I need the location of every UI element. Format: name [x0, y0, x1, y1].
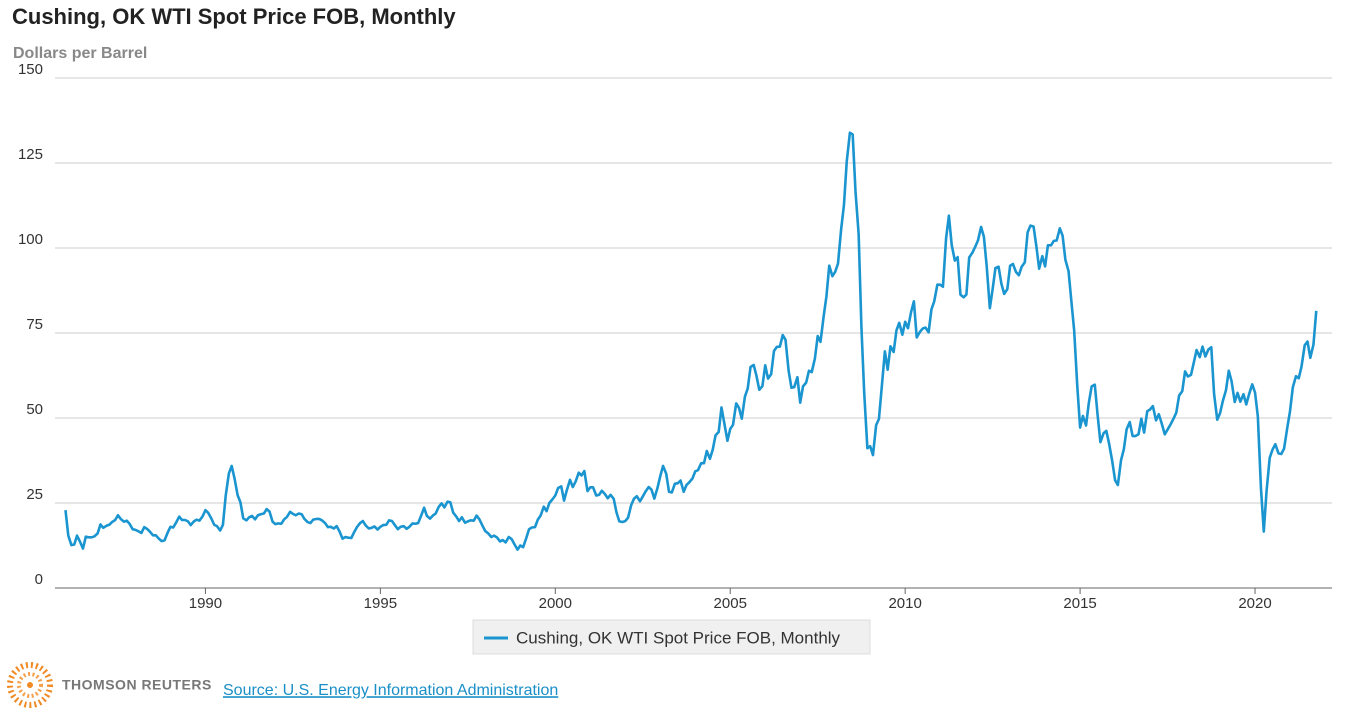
data-line	[64, 131, 1318, 551]
y-tick-label: 75	[26, 316, 43, 333]
legend-label: Cushing, OK WTI Spot Price FOB, Monthly	[516, 628, 841, 647]
x-tick-label: 2020	[1238, 595, 1271, 612]
legend-box	[472, 619, 871, 655]
chart-title: Cushing, OK WTI Spot Price FOB, Monthly	[12, 4, 456, 29]
x-tick-label: 2005	[714, 595, 747, 612]
y-tick-label: 25	[26, 486, 43, 503]
x-tick-label: 1990	[189, 595, 222, 612]
x-tick-label: 2010	[888, 595, 921, 612]
source-link[interactable]: Source: U.S. Energy Information Administ…	[223, 682, 558, 699]
legend: Cushing, OK WTI Spot Price FOB, Monthly	[472, 619, 871, 655]
logo-core	[27, 682, 33, 688]
plot-area: 0 25 50 75 100 125 150 1990 1995 2000 2005 2010 2015…	[18, 61, 1332, 612]
x-tick-label: 2015	[1063, 595, 1096, 612]
chart-subtitle: Dollars per Barrel	[13, 45, 147, 62]
y-tick-label: 125	[18, 146, 43, 163]
branding: THOMSON REUTERS	[62, 677, 212, 693]
y-tick-label: 100	[18, 231, 43, 248]
logo-ring	[7, 662, 53, 708]
x-tick-label: 2000	[539, 595, 572, 612]
logo	[7, 662, 53, 708]
y-tick-label: 0	[35, 571, 43, 588]
y-tick-label: 150	[18, 61, 43, 78]
x-tick-label: 1995	[364, 595, 397, 612]
y-tick-label: 50	[26, 401, 43, 418]
logo-ring-inner	[17, 672, 43, 698]
